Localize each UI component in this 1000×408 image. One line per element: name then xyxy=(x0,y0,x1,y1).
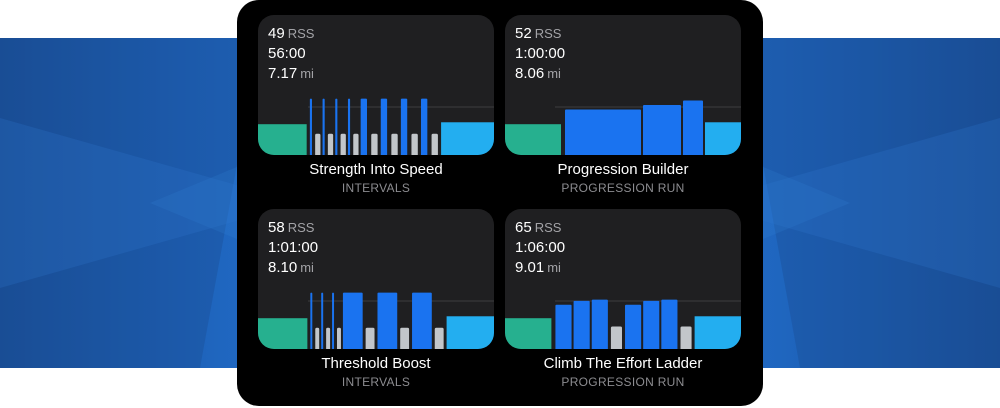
rss-stat: 52 RSS xyxy=(515,24,565,44)
work-segment xyxy=(342,292,363,349)
work-segment xyxy=(591,299,608,349)
workout-card-background: 65 RSS 1:06:00 9.01 mi xyxy=(505,209,741,349)
rss-stat: 49 RSS xyxy=(268,24,314,44)
distance-stat: 8.10 mi xyxy=(268,258,318,278)
workout-card-background: 52 RSS 1:00:00 8.06 mi xyxy=(505,15,741,155)
work-segment xyxy=(310,292,313,349)
workout-profile-chart xyxy=(505,299,741,349)
rss-value: 65 xyxy=(515,219,532,236)
warmup-segment xyxy=(505,318,552,349)
recovery-segment xyxy=(431,133,438,155)
rss-unit: RSS xyxy=(534,220,562,235)
work-segment xyxy=(322,98,325,155)
warmup-segment xyxy=(505,124,561,155)
distance-unit: mi xyxy=(300,260,314,275)
work-segment xyxy=(573,300,590,349)
distance-unit: mi xyxy=(300,66,314,81)
workout-card-background: 58 RSS 1:01:00 8.10 mi xyxy=(258,209,494,349)
duration-stat: 1:00:00 xyxy=(515,45,566,62)
recovery-segment xyxy=(411,133,418,155)
distance-stat: 7.17 mi xyxy=(268,64,314,84)
recovery-segment xyxy=(353,133,359,155)
distance-value: 9.01 xyxy=(515,259,545,276)
cooldown-segment xyxy=(694,316,741,349)
work-segment xyxy=(360,98,367,155)
rss-stat: 65 RSS xyxy=(515,218,565,238)
work-segment xyxy=(309,98,312,155)
work-segment xyxy=(683,100,703,155)
recovery-segment xyxy=(400,327,410,349)
recovery-segment xyxy=(326,327,331,349)
cooldown-segment xyxy=(441,122,494,155)
work-segment xyxy=(335,98,338,155)
workout-title: Progression Builder xyxy=(557,161,689,178)
distance-stat: 9.01 mi xyxy=(515,258,565,278)
recovery-segment xyxy=(610,326,622,349)
rss-unit: RSS xyxy=(287,26,315,41)
duration-stat: 1:06:00 xyxy=(515,239,566,256)
work-segment xyxy=(412,292,432,349)
recovery-segment xyxy=(680,326,692,349)
recovery-segment xyxy=(371,133,378,155)
rss-stat: 58 RSS xyxy=(268,218,318,238)
warmup-segment xyxy=(258,318,308,349)
recovery-segment xyxy=(340,133,346,155)
workout-stats: 52 RSS 1:00:00 8.06 mi xyxy=(515,24,565,84)
warmup-segment xyxy=(258,124,307,155)
work-segment xyxy=(643,300,660,349)
workout-type: INTERVALS xyxy=(341,375,411,389)
workout-type: PROGRESSION RUN xyxy=(561,375,685,389)
recovery-segment xyxy=(434,327,444,349)
work-segment xyxy=(643,105,681,155)
recovery-segment xyxy=(365,327,375,349)
rss-unit: RSS xyxy=(534,26,562,41)
duration-stat: 1:01:00 xyxy=(268,239,319,256)
duration-stat: 56:00 xyxy=(268,45,306,62)
work-segment xyxy=(332,292,335,349)
workout-stats: 58 RSS 1:01:00 8.10 mi xyxy=(268,218,318,278)
workout-grid-panel: 49 RSS 56:00 7.17 mi Strength Into Speed I… xyxy=(237,0,763,406)
recovery-segment xyxy=(327,133,334,155)
recovery-segment xyxy=(315,133,321,155)
rss-unit: RSS xyxy=(287,220,315,235)
workout-type: PROGRESSION RUN xyxy=(561,181,685,195)
work-segment xyxy=(625,304,642,349)
workout-stats: 49 RSS 56:00 7.17 mi xyxy=(268,24,314,84)
work-segment xyxy=(555,304,572,349)
cooldown-segment xyxy=(446,316,494,349)
recovery-segment xyxy=(391,133,398,155)
rss-value: 52 xyxy=(515,25,532,42)
work-segment xyxy=(321,292,324,349)
workout-stats: 65 RSS 1:06:00 9.01 mi xyxy=(515,218,565,278)
work-segment xyxy=(347,98,351,155)
work-segment xyxy=(400,98,408,155)
distance-value: 8.06 xyxy=(515,65,545,82)
distance-unit: mi xyxy=(547,260,561,275)
distance-value: 8.10 xyxy=(268,259,298,276)
workout-title: Climb The Effort Ladder xyxy=(543,355,703,372)
workout-title: Strength Into Speed xyxy=(309,161,443,178)
work-segment xyxy=(420,98,428,155)
distance-stat: 8.06 mi xyxy=(515,64,565,84)
workout-profile-chart xyxy=(258,292,494,349)
rss-value: 58 xyxy=(268,219,285,236)
workout-type: INTERVALS xyxy=(341,181,411,195)
distance-value: 7.17 xyxy=(268,65,298,82)
work-segment xyxy=(380,98,388,155)
workout-title: Threshold Boost xyxy=(321,355,431,372)
work-segment xyxy=(377,292,398,349)
cooldown-segment xyxy=(705,122,741,155)
work-segment xyxy=(565,109,641,155)
workout-profile-chart xyxy=(258,98,494,155)
recovery-segment xyxy=(337,327,341,349)
recovery-segment xyxy=(315,327,320,349)
workout-profile-chart xyxy=(505,100,741,155)
workout-card-background: 49 RSS 56:00 7.17 mi xyxy=(258,15,494,155)
distance-unit: mi xyxy=(547,66,561,81)
rss-value: 49 xyxy=(268,25,285,42)
work-segment xyxy=(661,299,678,349)
